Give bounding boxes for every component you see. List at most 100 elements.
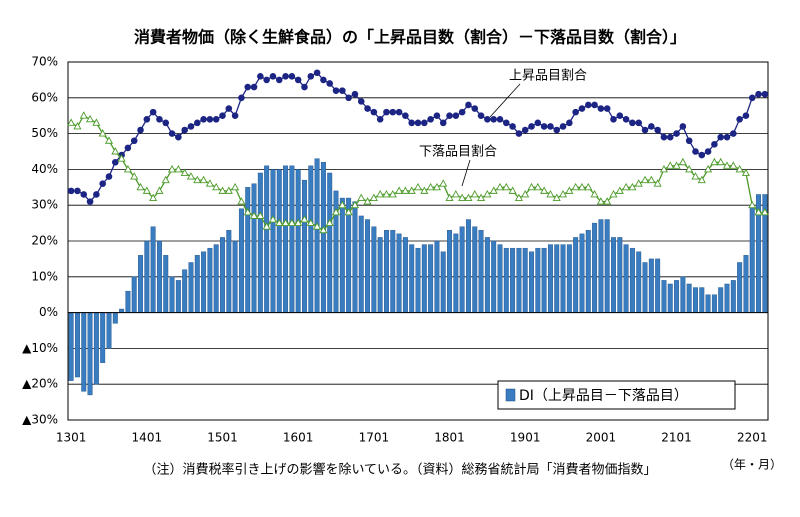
bar [100,312,106,363]
point [698,151,706,159]
point [193,119,201,127]
point [338,200,347,209]
point [490,115,497,123]
point [458,193,467,201]
point [301,83,308,91]
bar [434,240,440,313]
point [388,190,397,198]
bar [465,219,471,313]
bar [112,312,118,324]
point [629,119,636,127]
point [357,193,366,201]
bar [459,226,465,313]
bar [674,280,680,313]
point [735,164,744,173]
bar [447,230,453,313]
point [421,119,428,127]
bar [383,230,389,313]
point [313,69,321,77]
point [161,175,170,184]
point [465,101,472,109]
leader-line [489,83,521,118]
bar [188,262,194,313]
bar [516,247,522,313]
point [584,101,592,109]
point [325,218,334,227]
y-tick-label: 50% [31,126,58,140]
point [451,190,460,198]
bar [270,169,276,313]
point [704,148,712,155]
point [648,123,655,130]
point [225,105,233,112]
bar [680,276,686,313]
bar [453,233,459,313]
point [168,130,176,137]
y-tick-label: ▲10% [22,341,58,355]
point [502,182,511,191]
point [628,182,637,191]
point [275,218,284,227]
bar [74,312,80,378]
bar [566,244,572,313]
legend-label: DI（上昇品目－下落品目） [519,388,688,404]
point [640,175,650,184]
point [205,179,214,187]
bar [415,247,421,313]
point [167,164,177,173]
point [282,73,289,80]
point [647,175,656,184]
point [439,179,448,187]
point [489,186,498,194]
bar [724,283,730,313]
bar [352,201,358,313]
point [275,76,283,84]
bar [150,226,156,313]
point [622,115,630,123]
point [760,207,769,216]
point [351,90,359,98]
bar [491,240,497,313]
point [697,175,706,184]
point [162,119,170,127]
point [445,193,454,201]
point [742,112,750,119]
point [761,90,769,98]
point [508,186,517,194]
bar [743,255,749,313]
point [149,193,158,201]
x-tick-label: 2001 [586,431,617,445]
point [111,147,120,155]
bar [428,244,434,313]
bar [711,294,717,313]
x-tick-label: 1401 [132,431,163,445]
bar [68,312,74,381]
point [653,179,662,187]
point [426,182,435,191]
point [231,112,239,119]
point [616,112,624,119]
point [306,218,315,227]
point [446,112,453,119]
y-tick-label: ▲20% [22,377,58,391]
bar [642,262,648,313]
point [634,179,643,187]
point [679,123,687,130]
point [439,119,447,127]
point [250,83,258,91]
point [200,115,207,123]
point [344,207,353,216]
x-tick-label: 1901 [510,431,541,445]
point [86,198,94,205]
point [86,114,95,123]
point [142,186,151,194]
bar [163,255,169,313]
point [219,112,226,119]
point [294,76,302,84]
bar [611,237,616,313]
point [357,98,365,105]
bar [592,222,598,313]
point [558,190,568,198]
bar [201,251,207,313]
point [635,119,643,127]
